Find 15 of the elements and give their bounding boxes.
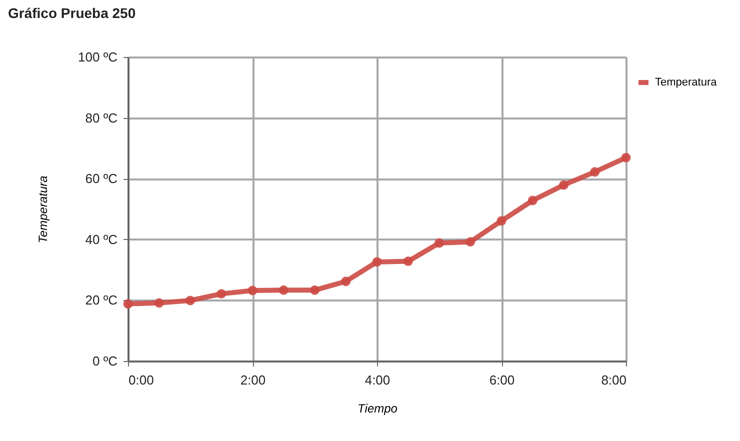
y-tick-label: 80 ºC bbox=[85, 110, 118, 126]
legend-label: Temperatura bbox=[655, 76, 718, 88]
y-tick-label: 20 ºC bbox=[85, 292, 118, 308]
y-tick-label: 0 ºC bbox=[92, 354, 118, 368]
x-tick-label: 8:00 bbox=[601, 372, 626, 388]
y-tick-label: 40 ºC bbox=[85, 232, 118, 247]
x-axis-title: Tiempo bbox=[358, 402, 398, 416]
x-tick-label: 4:00 bbox=[364, 372, 390, 388]
x-tick-label: 2:00 bbox=[240, 372, 266, 388]
y-axis-title: Temperatura bbox=[36, 175, 50, 244]
x-tick-label: 0:00 bbox=[128, 372, 154, 388]
chart-title: Gráfico Prueba 250 bbox=[8, 5, 136, 21]
y-tick-label: 60 ºC bbox=[85, 171, 118, 186]
x-tick-label: 6:00 bbox=[489, 372, 515, 388]
y-tick-label: 100 ºC bbox=[78, 50, 118, 64]
